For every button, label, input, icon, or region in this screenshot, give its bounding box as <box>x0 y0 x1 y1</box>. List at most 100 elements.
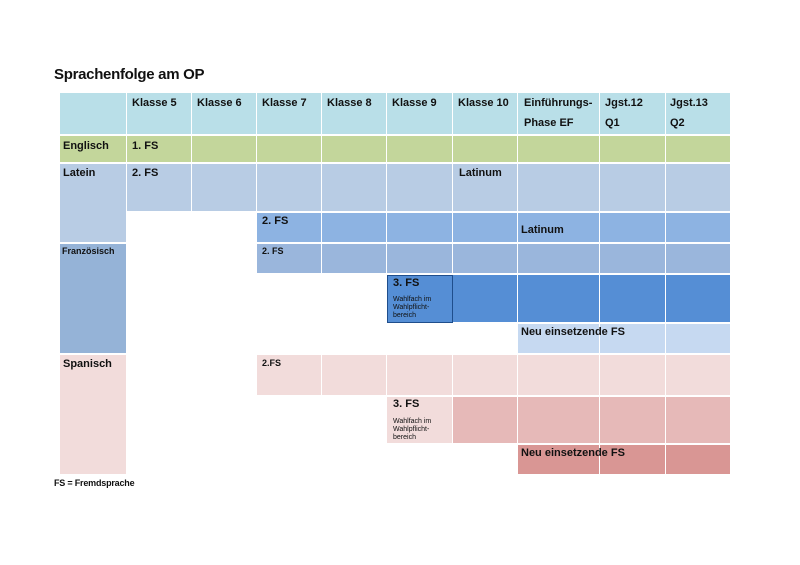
franzoesisch-fs3-cell <box>387 275 453 323</box>
spanisch-cell <box>453 355 518 396</box>
spanisch-fs3-cell <box>600 397 666 444</box>
spanisch-fs3-cell <box>387 397 453 444</box>
header-klasse-10: Klasse 10 <box>458 97 509 109</box>
latein-late-cell <box>387 213 453 243</box>
latein-cell <box>127 164 192 212</box>
header-q2-line2: Q2 <box>670 117 685 129</box>
latein-cell <box>192 164 257 212</box>
header-cell <box>192 93 257 135</box>
franzoesisch-label-cell <box>60 244 127 354</box>
spanisch-cell <box>666 355 731 396</box>
englisch-cell <box>192 136 257 163</box>
spanisch-neu-cell <box>600 445 666 475</box>
latein-7-2-fs-label: 2. FS <box>262 215 289 227</box>
franz-3-fs-label: 3. FS <box>393 277 420 289</box>
header-cell <box>600 93 666 135</box>
spanisch-cell <box>518 355 600 396</box>
englisch-1-fs-label: 1. FS <box>132 140 159 152</box>
header-klasse-5: Klasse 5 <box>132 97 177 109</box>
footnote: FS = Fremdsprache <box>54 478 135 488</box>
header-klasse-8: Klasse 8 <box>327 97 372 109</box>
header-q1-line1: Jgst.12 <box>605 97 643 109</box>
latein-late-cell <box>257 213 322 243</box>
latinum-label-mid: Latinum <box>521 224 564 236</box>
header-cell <box>127 93 192 135</box>
latein-label-cell <box>60 164 127 243</box>
row-label-franzoesisch: Französisch <box>62 246 115 256</box>
englisch-cell <box>666 136 731 163</box>
franz-2-fs-label: 2. FS <box>262 246 284 256</box>
spanisch-label-cell <box>60 355 127 475</box>
latein-late-cell <box>600 213 666 243</box>
franzoesisch-cell <box>453 244 518 274</box>
franzoesisch-cell <box>600 244 666 274</box>
englisch-cell <box>387 136 453 163</box>
franzoesisch-neu-cell <box>666 324 731 354</box>
englisch-cell <box>322 136 387 163</box>
franzoesisch-cell <box>322 244 387 274</box>
header-cell <box>257 93 322 135</box>
spanisch-cell <box>600 355 666 396</box>
latein-late-cell <box>453 213 518 243</box>
latein-cell <box>518 164 600 212</box>
header-cell <box>666 93 731 135</box>
header-cell <box>518 93 600 135</box>
latinum-label-top: Latinum <box>459 167 502 179</box>
latein-late-cell <box>322 213 387 243</box>
spanisch-3-fs-label: 3. FS <box>393 398 420 410</box>
spanisch-wahlfach-note: Wahlfach im Wahlpflicht-bereich <box>393 418 432 441</box>
franzoesisch-fs3-cell <box>666 275 731 323</box>
franzoesisch-neu-cell <box>518 324 600 354</box>
latein-cell <box>257 164 322 212</box>
page-title: Sprachenfolge am OP <box>54 66 205 83</box>
latein-late-cell <box>518 213 600 243</box>
header-cell <box>60 93 127 135</box>
franzoesisch-fs3-cell <box>600 275 666 323</box>
neu-einsetzende-fs-blue: Neu einsetzende FS <box>521 326 625 338</box>
header-cell <box>453 93 518 135</box>
franzoesisch-fs3-cell <box>453 275 518 323</box>
latein-cell <box>322 164 387 212</box>
franzoesisch-fs3-cell <box>518 275 600 323</box>
neu-einsetzende-fs-red: Neu einsetzende FS <box>521 447 625 459</box>
latein-2-fs-label: 2. FS <box>132 167 159 179</box>
spanisch-fs3-cell <box>453 397 518 444</box>
header-klasse-6: Klasse 6 <box>197 97 242 109</box>
franzoesisch-cell <box>518 244 600 274</box>
latein-cell <box>453 164 518 212</box>
englisch-label-cell <box>60 136 127 163</box>
spanisch-cell <box>257 355 322 396</box>
latein-late-cell <box>666 213 731 243</box>
header-cell <box>322 93 387 135</box>
header-klasse-7: Klasse 7 <box>262 97 307 109</box>
latein-cell <box>387 164 453 212</box>
row-label-englisch: Englisch <box>63 140 109 152</box>
englisch-cell <box>127 136 192 163</box>
spanisch-cell <box>322 355 387 396</box>
englisch-cell <box>257 136 322 163</box>
latein-cell <box>666 164 731 212</box>
englisch-cell <box>600 136 666 163</box>
englisch-cell <box>453 136 518 163</box>
row-label-latein: Latein <box>63 167 96 179</box>
spanisch-cell <box>387 355 453 396</box>
spanisch-neu-cell <box>518 445 600 475</box>
header-q2-line1: Jgst.13 <box>670 97 708 109</box>
header-klasse-9: Klasse 9 <box>392 97 437 109</box>
spanisch-fs3-cell <box>518 397 600 444</box>
franzoesisch-cell <box>257 244 322 274</box>
header-ef-line1: Einführungs- <box>524 97 593 109</box>
spanisch-neu-cell <box>666 445 731 475</box>
englisch-cell <box>518 136 600 163</box>
spanisch-2-fs-label: 2.FS <box>262 358 282 368</box>
row-label-spanisch: Spanisch <box>63 358 112 370</box>
franzoesisch-neu-cell <box>600 324 666 354</box>
spanisch-fs3-cell <box>666 397 731 444</box>
header-q1-line2: Q1 <box>605 117 620 129</box>
latein-cell <box>600 164 666 212</box>
franz-wahlfach-note: Wahlfach im Wahlpflicht-bereich <box>393 296 432 319</box>
header-ef-line2: Phase EF <box>524 117 574 129</box>
franzoesisch-cell <box>387 244 453 274</box>
header-cell <box>387 93 453 135</box>
franzoesisch-cell <box>666 244 731 274</box>
